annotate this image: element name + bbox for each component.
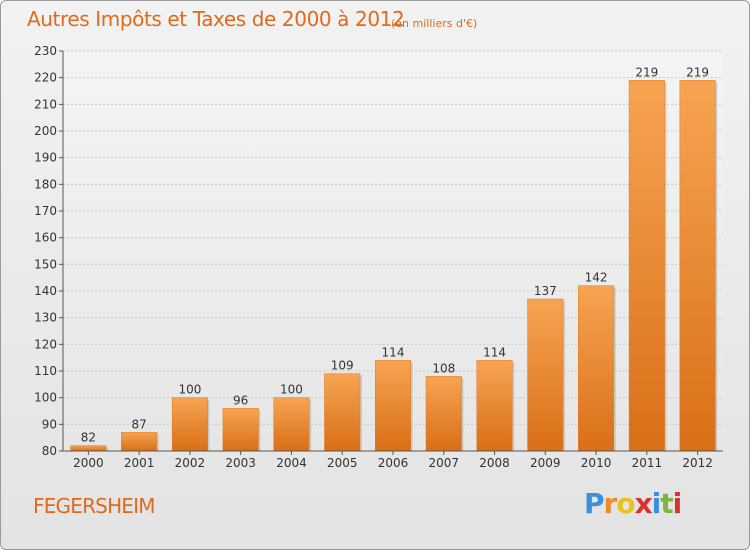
x-tick-label: 2005	[327, 456, 358, 470]
bar	[70, 445, 107, 452]
bar-value-label: 82	[81, 431, 96, 445]
logo-letter: r	[603, 487, 618, 520]
bar	[121, 432, 158, 452]
y-tick-label: 140	[34, 284, 57, 298]
x-tick-label: 2010	[581, 456, 612, 470]
x-tick-label: 2004	[276, 456, 307, 470]
bar-value-label: 100	[280, 383, 303, 397]
bar	[425, 376, 462, 452]
y-tick-label: 120	[34, 337, 57, 351]
y-tick-label: 200	[34, 124, 57, 138]
bar	[679, 80, 716, 452]
bar-value-label: 87	[132, 417, 147, 431]
chart-title: Autres Impôts et Taxes de 2000 à 2012	[27, 7, 405, 31]
x-tick-label: 2011	[632, 456, 663, 470]
logo-letter: o	[616, 487, 635, 520]
bar-value-label: 142	[585, 271, 608, 285]
y-tick-label: 80	[42, 444, 57, 458]
bar-value-label: 108	[432, 361, 455, 375]
y-tick-label: 190	[34, 151, 57, 165]
logo-letter: x	[634, 487, 653, 520]
y-tick-label: 110	[34, 364, 57, 378]
bar-value-label: 100	[178, 383, 201, 397]
x-tick-label: 2009	[530, 456, 561, 470]
bar-value-label: 114	[483, 345, 506, 359]
bar	[374, 360, 412, 452]
y-tick-label: 160	[34, 231, 57, 245]
bar	[628, 80, 665, 452]
bar	[578, 285, 615, 452]
x-tick-label: 2007	[428, 456, 459, 470]
bar	[222, 408, 259, 452]
bar	[171, 397, 208, 452]
proxiti-logo: Proxiti	[584, 487, 683, 520]
bar	[273, 397, 310, 452]
y-tick-label: 150	[34, 257, 57, 271]
bar	[527, 298, 564, 452]
bar	[324, 373, 361, 452]
x-tick-label: 2001	[124, 456, 155, 470]
y-tick-label: 220	[34, 71, 57, 85]
y-tick-label: 210	[34, 97, 57, 111]
bar-value-label: 219	[686, 65, 709, 79]
x-tick-label: 2012	[682, 456, 713, 470]
logo-letter: P	[584, 487, 605, 520]
bar-value-label: 219	[635, 65, 658, 79]
x-tick-label: 2008	[479, 456, 510, 470]
chart-subtitle: (en milliers d'€)	[391, 17, 478, 30]
y-tick-label: 100	[34, 391, 57, 405]
y-tick-label: 230	[34, 44, 57, 58]
logo-letter: t	[660, 487, 673, 520]
bar-value-label: 109	[331, 359, 354, 373]
x-tick-label: 2002	[175, 456, 206, 470]
bar	[476, 360, 513, 452]
y-tick-label: 130	[34, 311, 57, 325]
bar-value-label: 137	[534, 284, 557, 298]
y-tick-label: 170	[34, 204, 57, 218]
x-tick-label: 2003	[225, 456, 256, 470]
y-tick-label: 180	[34, 177, 57, 191]
bar-value-label: 96	[233, 393, 248, 407]
x-tick-label: 2006	[378, 456, 409, 470]
logo-letter: i	[651, 487, 662, 520]
place-name: FEGERSHEIM	[33, 494, 156, 518]
bar-value-label: 114	[382, 345, 405, 359]
logo-letter: i	[672, 487, 683, 520]
x-tick-label: 2000	[73, 456, 104, 470]
y-tick-label: 90	[42, 417, 57, 431]
